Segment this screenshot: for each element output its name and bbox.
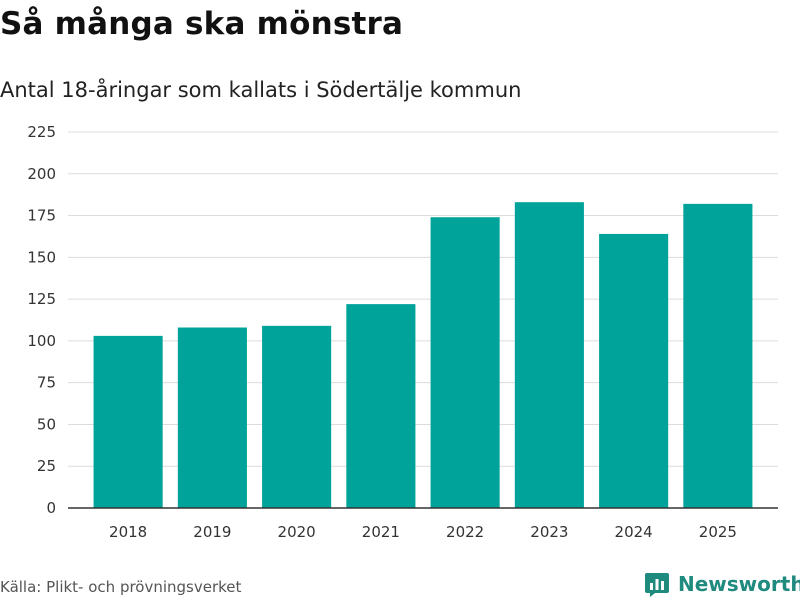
x-axis-ticks: 2018 2019 2020 2021 2022 2023 2024 2025: [109, 523, 737, 541]
x-tick-label: 2025: [699, 523, 737, 541]
brand-name: Newsworthy: [678, 572, 800, 596]
x-tick-label: 2021: [362, 523, 400, 541]
bar-2022: [430, 217, 500, 508]
bar-2020: [262, 325, 332, 508]
gridlines: [68, 131, 778, 467]
y-tick-label: 25: [37, 457, 56, 475]
y-tick-label: 100: [27, 332, 56, 350]
x-tick-label: 2019: [193, 523, 231, 541]
x-tick-label: 2023: [530, 523, 568, 541]
source-note: Källa: Plikt- och prövningsverket: [0, 578, 242, 596]
bar-2025: [683, 203, 753, 508]
bar-2023: [514, 202, 584, 509]
y-tick-label: 150: [27, 248, 56, 266]
bar-2019: [177, 327, 247, 508]
y-tick-label: 50: [37, 415, 56, 433]
chart-title: Så många ska mönstra: [0, 6, 404, 42]
bars: [93, 202, 753, 509]
y-tick-label: 0: [46, 499, 56, 517]
y-tick-label: 75: [37, 374, 56, 392]
y-axis-ticks: 0 25 50 75 100 125 150 175 200 225: [27, 123, 56, 517]
bar-2021: [346, 304, 416, 508]
x-tick-label: 2020: [278, 523, 316, 541]
y-tick-label: 200: [27, 165, 56, 183]
y-tick-label: 125: [27, 290, 56, 308]
bar-2018: [93, 335, 163, 508]
brand-logo: Newsworthy: [644, 569, 800, 599]
x-tick-label: 2018: [109, 523, 147, 541]
y-tick-label: 175: [27, 207, 56, 225]
chart-subtitle: Antal 18-åringar som kallats i Södertälj…: [0, 78, 522, 102]
x-tick-label: 2022: [446, 523, 484, 541]
y-tick-label: 225: [27, 123, 56, 141]
x-tick-label: 2024: [615, 523, 653, 541]
bar-2024: [599, 233, 669, 508]
newsworthy-logo-icon: [645, 573, 669, 597]
